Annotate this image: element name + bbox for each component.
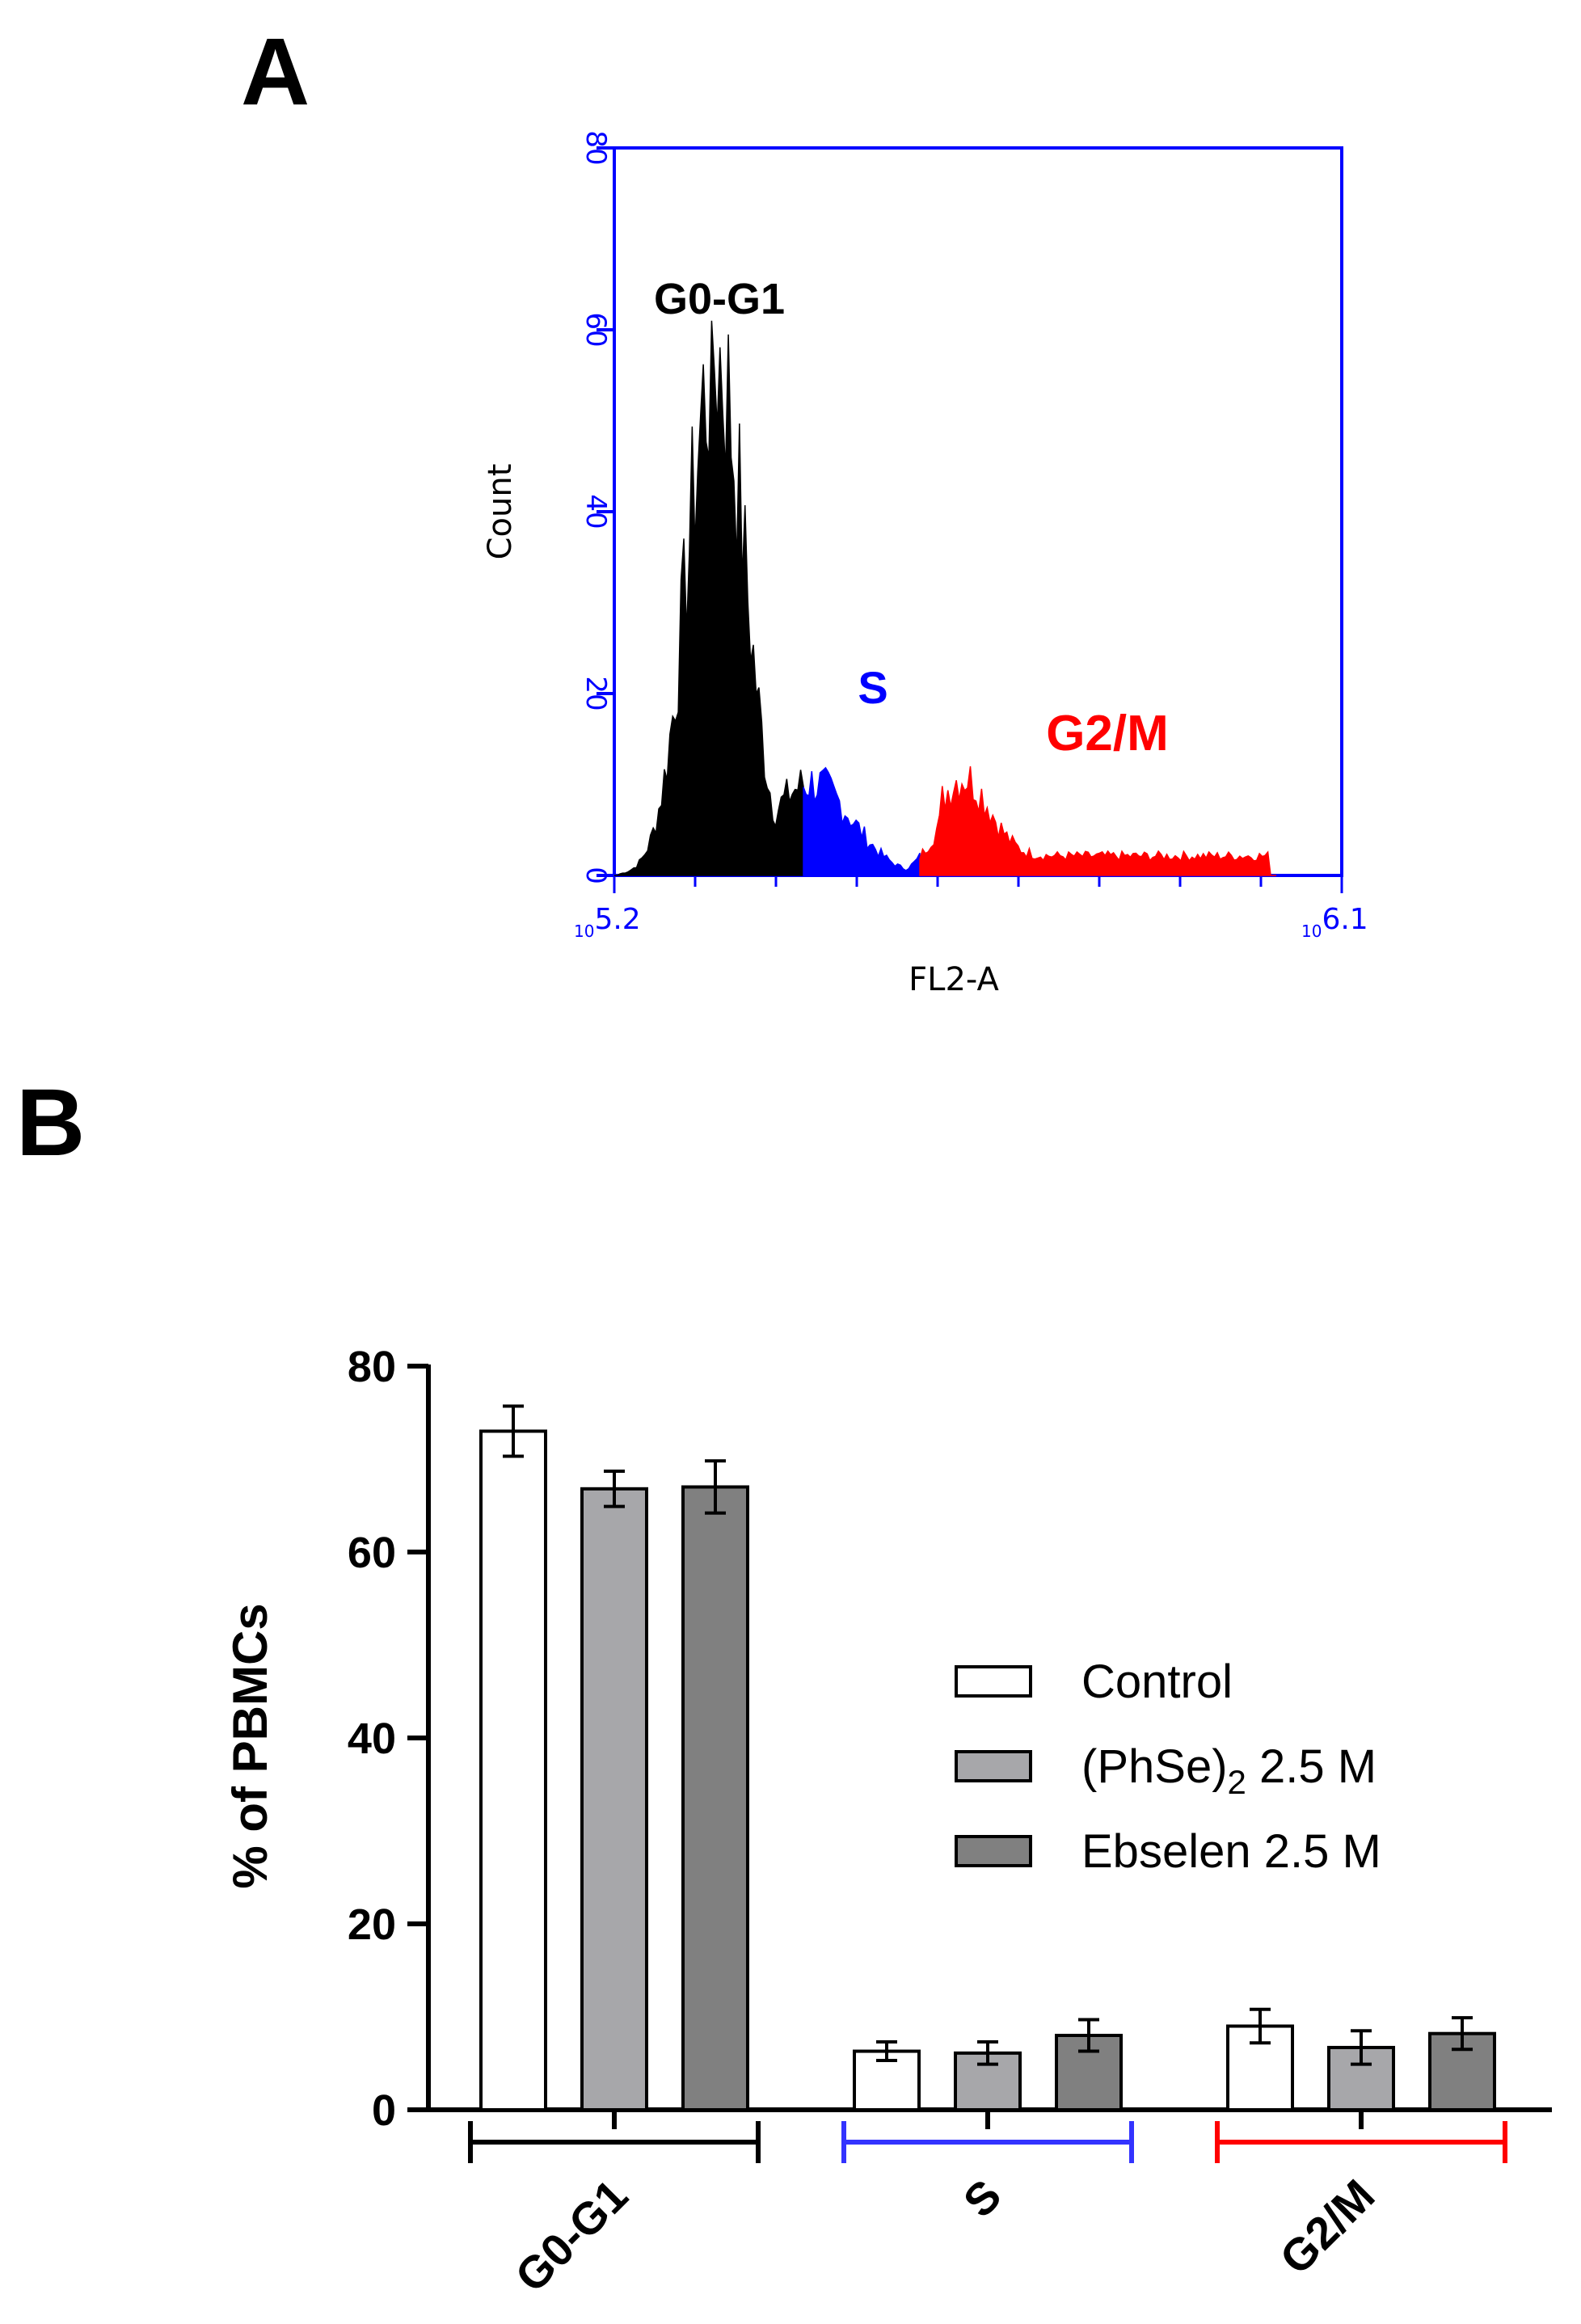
category-label: G2/M [1270, 2170, 1384, 2284]
x-tick-label: 106.1 [1301, 903, 1368, 941]
histogram-s-region [803, 766, 921, 876]
legend-swatch [955, 1665, 1032, 1698]
y-tick-label: 60 [580, 312, 612, 347]
legend-label: Ebselen 2.5 M [1081, 1825, 1381, 1878]
y-tick-label: 20 [580, 676, 612, 711]
bar-g0-g1-series-0 [479, 1429, 547, 2111]
y-tick-label: 40 [348, 1715, 396, 1763]
legend-label: (PhSe)2 2.5 M [1081, 1740, 1377, 1801]
y-tick-label: 80 [348, 1343, 396, 1391]
legend-swatch [955, 1835, 1032, 1867]
y-axis-label: Count [482, 464, 519, 560]
panel-a-label: A [241, 19, 310, 125]
bar-g0-g1-series-1 [580, 1487, 648, 2112]
y-tick-label: 80 [580, 130, 612, 165]
y-tick-label: 60 [348, 1529, 396, 1577]
histogram-g2m-region [919, 766, 1276, 876]
histogram-chart: 0 20 40 60 80 Count 105.2 106.1 FL2-A G0-G1 S G2/M [482, 130, 1368, 998]
y-axis-label: % of PBMCs [223, 1603, 277, 1888]
region-label: G2/M [1046, 706, 1169, 761]
legend-label: Control [1081, 1655, 1233, 1708]
region-label: S [858, 662, 887, 713]
histogram-g0-g1-region [614, 320, 804, 876]
region-label: G0-G1 [654, 275, 785, 323]
legend-swatch [955, 1750, 1032, 1782]
panel-b-label: B [16, 1069, 86, 1176]
category-label: G0-G1 [505, 2170, 637, 2301]
y-tick-label: 0 [372, 2086, 396, 2135]
x-axis-label: FL2-A [909, 961, 999, 998]
y-tick-label: 20 [348, 1900, 396, 1949]
y-tick-label: 0 [580, 867, 612, 884]
bar-g0-g1-series-2 [681, 1485, 749, 2111]
x-tick-label: 105.2 [574, 903, 641, 941]
y-tick-label: 40 [580, 494, 612, 529]
category-label: S [954, 2170, 1011, 2227]
